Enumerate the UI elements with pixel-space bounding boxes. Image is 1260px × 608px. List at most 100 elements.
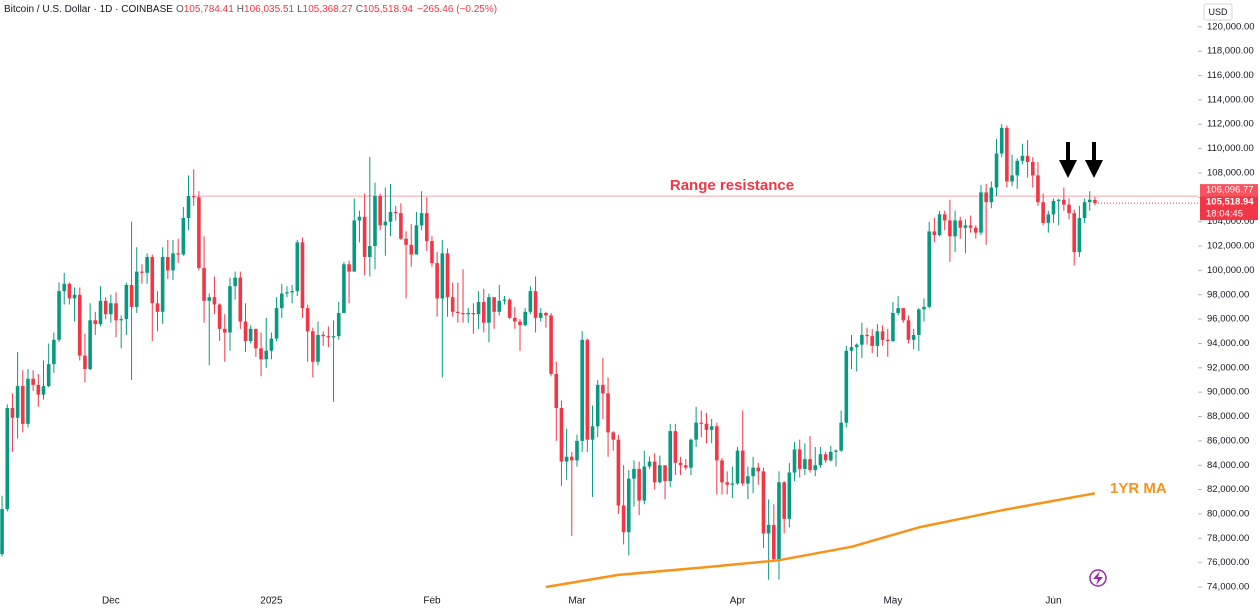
candle-body [507,299,512,318]
candle-body [145,256,149,273]
candle-body [818,454,823,466]
ma-line [545,492,1096,589]
resistance-tag [1200,184,1258,197]
candle-body [704,423,709,430]
candle-body [668,431,673,482]
candle-body [326,336,331,338]
candle-body [683,465,688,468]
candle-body [456,311,460,314]
candle-body [575,440,579,461]
candle-body [150,256,155,304]
candle-body [336,313,341,337]
y-tick-label: 84,000.00 [1207,460,1249,471]
candle-body [450,297,455,312]
candle-body [885,339,890,342]
candle-body [968,225,973,228]
candle-body [518,321,522,326]
candle-body [461,313,465,315]
candle-body [766,524,771,534]
candle-body [761,471,766,534]
candle-body [248,328,253,342]
candle-body [989,187,994,203]
y-tick-label: 104,000.00 [1207,216,1255,227]
candle-body [901,308,906,321]
candle-body [259,348,263,360]
candle-body [181,218,186,255]
candle-body [1077,218,1082,253]
candle-body [83,355,87,370]
candle-body [777,482,781,560]
candle-body [217,304,222,329]
candle-body [896,308,900,314]
candle-body [606,393,610,433]
candle-body [228,286,232,333]
candle-body [849,347,854,351]
candle-body [782,482,786,519]
candle-body [166,256,170,271]
candle-body [554,373,559,409]
candle-body [492,297,496,312]
candle-body [689,439,693,468]
y-tick-label: 94,000.00 [1207,338,1249,349]
candle-body [891,313,895,342]
candle-body [140,271,144,273]
candle-body [948,220,952,237]
candle-body [134,271,139,307]
candle-body [342,264,346,314]
candle-body [953,220,957,237]
candle-body [544,313,548,316]
candle-body [590,426,595,440]
candle-body [803,459,807,469]
ohlc-value: 105,518.94 [362,4,413,15]
x-tick-label: Dec [102,596,120,607]
candle-body [1030,161,1035,176]
candle-body [347,264,351,272]
candle-body [88,320,92,370]
candle-body [570,456,574,461]
candle-body [1041,202,1045,223]
candle-body [994,153,999,188]
candle-body [828,451,833,461]
candle-body [67,283,72,299]
candle-body [202,267,206,301]
candle-body [72,294,77,299]
y-tick-label: 102,000.00 [1207,241,1255,252]
ohlc-value: 105,368.27 [302,4,353,15]
x-tick-label: Apr [730,596,746,607]
candle-body [621,505,626,533]
candle-body [787,472,792,519]
candle-body [725,482,729,485]
lightning-icon[interactable] [1089,569,1107,587]
candle-body [20,386,25,424]
candle-body [114,303,118,321]
candle-body [1020,155,1025,161]
candle-body [585,339,590,440]
candle-body [658,465,662,483]
candle-body [860,334,864,345]
price-tag [1200,196,1258,221]
candle-body [26,378,30,424]
candle-body [15,386,20,418]
candle-body [269,338,274,351]
candle-body [243,321,248,342]
candle-body [797,449,802,469]
candle-body [238,277,243,322]
candle-body [155,303,160,312]
candle-body [1005,127,1009,182]
candle-body [311,331,315,362]
candle-body [368,246,372,257]
y-tick-label: 112,000.00 [1207,119,1254,130]
candle-body [999,127,1004,154]
candle-body [171,253,175,271]
candle-body [715,426,719,461]
candle-body [440,253,445,299]
candle-body [601,384,605,394]
candle-body [937,214,942,236]
candle-body [393,211,398,214]
candle-body [979,192,983,233]
candle-body [1056,199,1061,201]
currency-box[interactable] [1203,3,1233,21]
candle-body [611,432,616,440]
candle-body [305,308,310,332]
